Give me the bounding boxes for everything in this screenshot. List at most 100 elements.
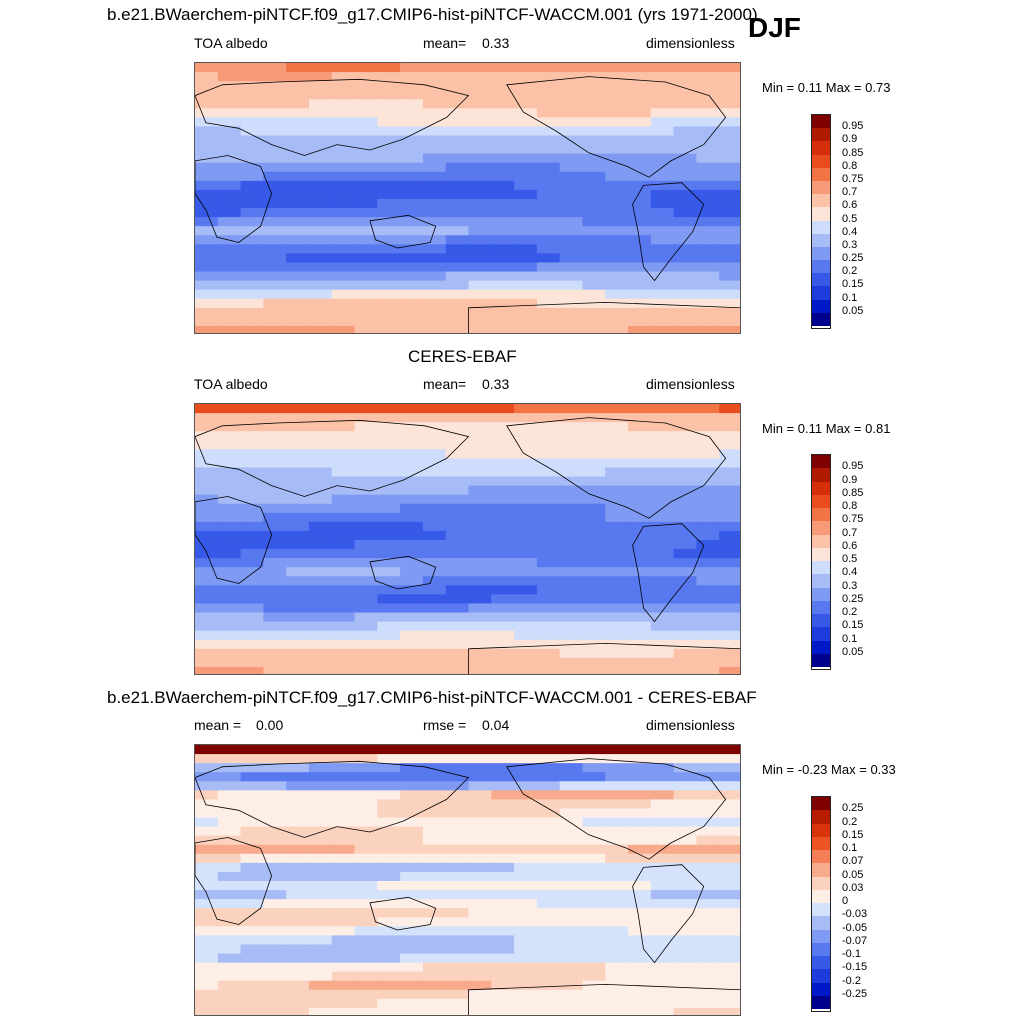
field-cell bbox=[650, 208, 675, 218]
field-cell bbox=[400, 666, 424, 674]
field-cell bbox=[240, 485, 264, 496]
field-cell bbox=[263, 413, 287, 423]
field-cell bbox=[696, 944, 720, 955]
field-cell bbox=[468, 81, 492, 91]
field-cell bbox=[240, 171, 264, 182]
field-cell bbox=[195, 449, 219, 459]
colorbar-tick-label: 0.6 bbox=[842, 199, 858, 212]
field-cell bbox=[605, 298, 629, 309]
field-cell bbox=[195, 530, 219, 541]
field-cell bbox=[491, 790, 515, 800]
field-cell bbox=[696, 189, 720, 200]
panel1-map bbox=[194, 62, 741, 334]
field-cell bbox=[696, 835, 720, 846]
colorbar-swatch bbox=[812, 929, 830, 943]
field-cell bbox=[696, 63, 720, 73]
field-cell bbox=[422, 980, 447, 991]
field-cell bbox=[263, 253, 287, 264]
field-cell bbox=[605, 612, 629, 623]
colorbar-tick-label: 0.05 bbox=[842, 645, 864, 658]
field-cell bbox=[445, 772, 470, 782]
panel1-min-label: Min = bbox=[762, 80, 795, 95]
field-cell bbox=[286, 135, 310, 146]
field-cell bbox=[240, 449, 264, 459]
field-cell bbox=[536, 189, 561, 200]
field-cell bbox=[331, 621, 356, 632]
field-cell bbox=[331, 826, 356, 837]
field-cell bbox=[628, 944, 652, 955]
field-cell bbox=[650, 826, 675, 837]
field-cell bbox=[650, 271, 675, 282]
colorbar-swatch bbox=[812, 207, 830, 221]
field-cell bbox=[445, 226, 470, 236]
field-cell bbox=[468, 630, 492, 641]
field-cell bbox=[696, 235, 720, 245]
coastline-australia bbox=[369, 896, 437, 931]
field-cell bbox=[240, 226, 264, 236]
panel1-max-value: 0.73 bbox=[865, 80, 891, 95]
panel2-max-label: Max = bbox=[825, 421, 862, 436]
field-cell bbox=[217, 745, 242, 755]
field-cell bbox=[445, 467, 470, 478]
field-cell bbox=[400, 90, 424, 100]
field-cell bbox=[719, 881, 740, 891]
field-cell bbox=[673, 772, 698, 782]
field-cell bbox=[195, 763, 219, 773]
field-cell bbox=[422, 817, 447, 828]
field-cell bbox=[650, 244, 675, 254]
field-cell bbox=[377, 549, 401, 559]
field-cell bbox=[400, 180, 424, 191]
field-cell bbox=[217, 944, 242, 955]
field-cell bbox=[628, 280, 652, 291]
field-cell bbox=[673, 567, 698, 577]
field-cell bbox=[195, 772, 219, 782]
field-cell bbox=[605, 503, 629, 514]
field-cell bbox=[650, 325, 675, 333]
field-cell bbox=[628, 271, 652, 282]
panel2-min-value: 0.11 bbox=[797, 421, 823, 436]
field-cell bbox=[536, 316, 561, 327]
field-cell bbox=[354, 763, 378, 773]
field-cell bbox=[217, 162, 242, 173]
field-cell bbox=[240, 772, 264, 782]
field-cell bbox=[582, 162, 606, 173]
field-cell bbox=[308, 476, 333, 487]
field-cell bbox=[217, 594, 242, 605]
field-cell bbox=[673, 226, 698, 236]
field-cell bbox=[650, 449, 675, 459]
field-cell bbox=[354, 72, 378, 82]
field-cell bbox=[263, 162, 287, 173]
field-cell bbox=[559, 540, 584, 550]
field-cell bbox=[354, 162, 378, 173]
colorbar-swatch bbox=[812, 823, 830, 837]
field-cell bbox=[263, 926, 287, 936]
field-cell bbox=[331, 180, 356, 191]
field-cell bbox=[514, 799, 538, 810]
field-cell bbox=[286, 413, 310, 423]
field-cell bbox=[331, 440, 356, 450]
field-cell bbox=[559, 754, 584, 764]
field-cell bbox=[377, 262, 401, 273]
field-cell bbox=[468, 935, 492, 946]
field-cell bbox=[217, 657, 242, 668]
field-cell bbox=[559, 316, 584, 327]
field-cell bbox=[559, 262, 584, 273]
field-cell bbox=[331, 772, 356, 782]
field-cell bbox=[445, 630, 470, 641]
field-cell bbox=[331, 881, 356, 891]
field-cell bbox=[240, 72, 264, 82]
field-cell bbox=[422, 917, 447, 927]
field-cell bbox=[673, 440, 698, 450]
field-cell bbox=[422, 648, 447, 659]
field-cell bbox=[582, 549, 606, 559]
field-cell bbox=[582, 576, 606, 586]
field-cell bbox=[559, 108, 584, 118]
field-cell bbox=[514, 63, 538, 73]
field-cell bbox=[719, 558, 740, 568]
field-cell bbox=[445, 413, 470, 423]
field-cell bbox=[400, 585, 424, 595]
field-cell bbox=[445, 612, 470, 623]
field-cell bbox=[719, 81, 740, 91]
field-cell bbox=[673, 413, 698, 423]
field-cell bbox=[719, 422, 740, 432]
